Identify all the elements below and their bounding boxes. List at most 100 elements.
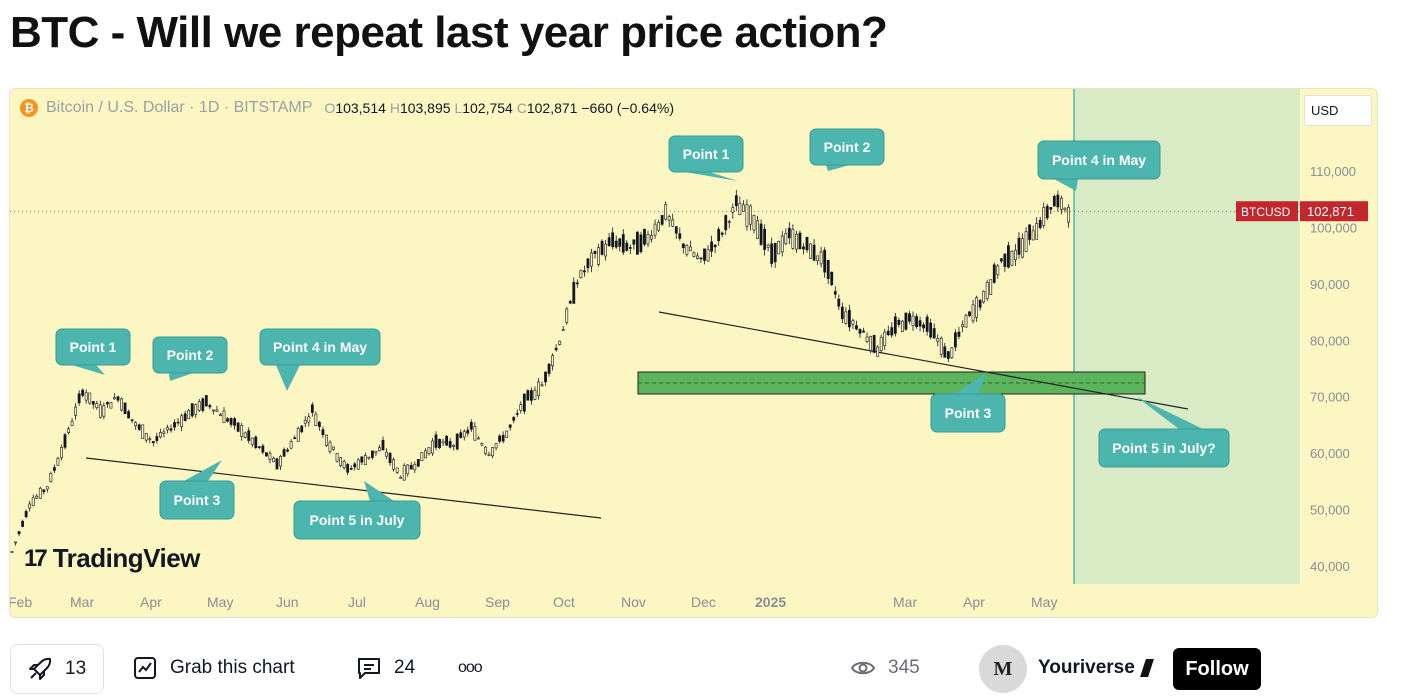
candle-body [469,421,473,430]
callout-label: Point 1 [70,339,117,355]
y-tick-label: 90,000 [1310,277,1350,292]
candle-body [819,251,823,265]
more-button[interactable]: ooo [458,640,483,696]
candle-body [113,397,116,400]
x-tick-label: Sep [485,594,510,610]
candle-body [1014,249,1017,261]
callout-label: Point 3 [174,492,221,508]
candle-body [501,434,505,442]
candle-body [215,409,219,412]
candle-body [494,443,498,449]
candle-body [699,257,703,260]
candle-body [597,247,600,265]
candle-body [823,249,827,273]
callout-pointer [1054,179,1078,191]
boost-count: 13 [65,658,87,679]
chart-container[interactable]: 110,000 100,000 90,000 80,000 70,000 60,000 50… [9,88,1378,618]
candle-body [1052,196,1056,207]
x-tick-label: Oct [553,594,575,610]
candle-body [809,243,812,259]
candle-body [816,255,820,261]
candle-body [582,270,586,273]
currency-button[interactable]: USD [1304,95,1372,126]
candle-body [106,402,109,405]
follow-button[interactable]: Follow [1173,648,1261,690]
candle-body [498,435,502,442]
candle-body [625,242,629,251]
candle-body [176,421,180,424]
candle-body [84,392,88,401]
tradingview-mark-icon: 17 [24,544,48,572]
x-tick-label: Jun [276,594,299,610]
callout-pointer [955,373,986,394]
candle-body [678,233,682,239]
candle-body [360,456,364,463]
candle-body [773,242,777,263]
annotation-callout: Point 1 [668,135,744,181]
boost-button[interactable]: 13 [10,644,104,694]
x-tick-label: 2025 [755,594,786,610]
symbol-tag-label: BTCUSD [1241,205,1291,219]
candle-body [332,446,335,450]
candle-body [88,392,92,404]
x-tick-label: Nov [621,594,646,610]
candle-body [568,300,572,304]
candle-body [551,355,555,367]
candle-body [777,240,781,255]
high-key: H [389,100,400,116]
candle-body [120,398,123,411]
candle-body [272,457,275,463]
annotation-callout: Point 3 [930,373,1006,433]
candle-body [858,329,862,334]
candle-body [741,204,745,212]
candle-body [590,252,593,267]
views-count: 345 [888,657,920,678]
comments-button[interactable]: 24 [356,640,415,696]
candle-body [10,551,14,553]
candle-body [893,316,897,334]
candle-body [95,403,99,408]
callout-box [668,135,744,173]
candle-body [1045,205,1049,219]
close-key: C [516,100,527,116]
candle-body [837,298,841,307]
candle-body [635,231,639,255]
x-tick-label: Dec [691,594,716,610]
candle-body [282,449,286,457]
candle-body [961,324,964,328]
candle-body [194,404,198,415]
grab-chart-button[interactable]: Grab this chart [132,640,295,696]
candle-body [279,456,282,467]
candle-body [427,447,431,454]
candle-body [381,439,385,451]
candle-body [992,264,996,283]
candle-body [98,404,102,418]
author-avatar[interactable]: M [979,645,1027,693]
candle-body [159,432,162,438]
candle-body [49,473,53,482]
candle-body [855,325,858,330]
symbol-name[interactable]: Bitcoin / U.S. Dollar · 1D · BITSTAMP [46,99,313,116]
candle-body [17,531,21,535]
candle-body [724,215,728,231]
candle-body [1017,237,1021,255]
y-tick-label: 40,000 [1310,559,1350,574]
candle-body [480,443,484,446]
candle-body [982,291,986,303]
candle-body [1060,197,1063,210]
x-tick-label: May [1031,594,1057,610]
views-counter: 345 [850,640,920,696]
candle-body [537,381,540,397]
candle-body [830,271,834,285]
candle-body [847,309,851,328]
author-name[interactable]: Youriverse [1038,640,1154,696]
candle-body [611,232,615,248]
candle-body [1010,251,1014,266]
candle-body [844,311,848,324]
price-chart[interactable]: 110,000 100,000 90,000 80,000 70,000 60,000 50… [10,89,1378,618]
candle-body [367,456,371,459]
callout-pointer [72,365,105,375]
callout-pointer [1137,397,1203,429]
candle-body [911,315,915,326]
candle-body [996,265,1000,275]
